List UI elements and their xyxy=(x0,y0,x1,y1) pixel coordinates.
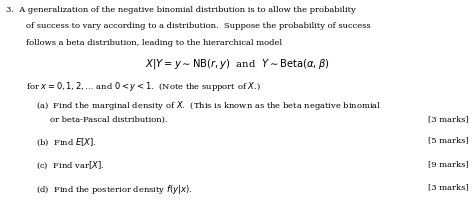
Text: for $x = 0, 1, 2, \ldots$ and $0 < y < 1$.  (Note the support of $X$.): for $x = 0, 1, 2, \ldots$ and $0 < y < 1… xyxy=(26,80,261,93)
Text: (c)  Find var$[X]$.: (c) Find var$[X]$. xyxy=(36,160,104,171)
Text: $X|Y = y \sim \mathrm{NB}(r, y)$  and  $Y \sim \mathrm{Beta}(\alpha, \beta)$: $X|Y = y \sim \mathrm{NB}(r, y)$ and $Y … xyxy=(145,57,329,71)
Text: of success to vary according to a distribution.  Suppose the probability of succ: of success to vary according to a distri… xyxy=(26,22,371,30)
Text: [3 marks]: [3 marks] xyxy=(428,115,468,123)
Text: (a)  Find the marginal density of $X$.  (This is known as the beta negative bino: (a) Find the marginal density of $X$. (T… xyxy=(36,99,381,112)
Text: [9 marks]: [9 marks] xyxy=(428,160,468,168)
Text: or beta-Pascal distribution).: or beta-Pascal distribution). xyxy=(50,115,167,123)
Text: (b)  Find $E[X]$.: (b) Find $E[X]$. xyxy=(36,137,96,148)
Text: [3 marks]: [3 marks] xyxy=(428,183,468,191)
Text: [5 marks]: [5 marks] xyxy=(428,137,468,145)
Text: follows a beta distribution, leading to the hierarchical model: follows a beta distribution, leading to … xyxy=(26,39,282,47)
Text: 3.  A generalization of the negative binomial distribution is to allow the proba: 3. A generalization of the negative bino… xyxy=(6,6,356,14)
Text: (d)  Find the posterior density $f(y|x)$.: (d) Find the posterior density $f(y|x)$. xyxy=(36,183,192,196)
